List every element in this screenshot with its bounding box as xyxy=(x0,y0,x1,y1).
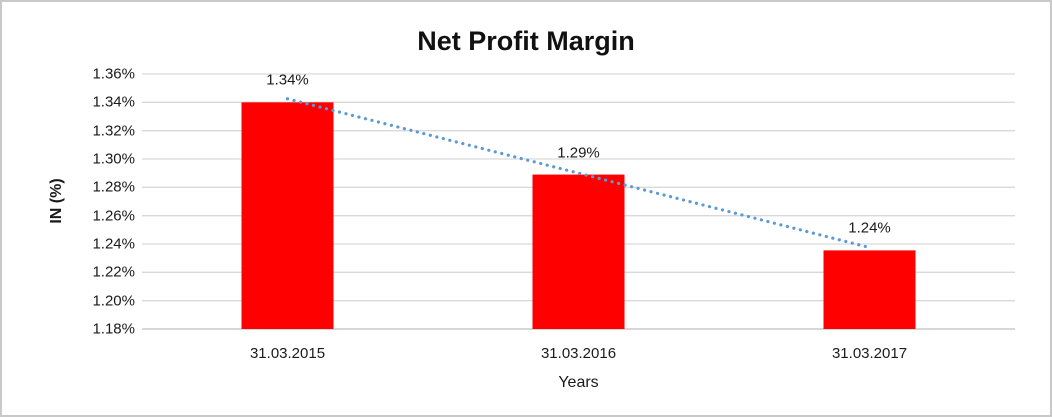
x-axis-title: Years xyxy=(558,374,599,391)
y-tick-label: 1.26% xyxy=(92,207,135,225)
y-tick-label: 1.18% xyxy=(92,320,135,338)
linear-trendline xyxy=(285,97,872,250)
x-tick-label: 31.03.2017 xyxy=(831,345,908,362)
bar-data-label: 1.29% xyxy=(557,144,600,162)
y-tick-label: 1.32% xyxy=(92,122,135,140)
y-tick-label: 1.28% xyxy=(92,178,135,196)
y-tick-label: 1.30% xyxy=(92,150,135,168)
bar-31.03.2017 xyxy=(823,250,916,329)
bar-31.03.2016 xyxy=(532,174,625,329)
y-tick-label: 1.24% xyxy=(92,235,135,253)
trendline-group xyxy=(285,97,872,250)
bar-31.03.2015 xyxy=(241,102,334,329)
bar-series xyxy=(241,102,916,329)
x-tick-label: 31.03.2016 xyxy=(540,345,617,362)
x-tick-label: 31.03.2015 xyxy=(249,345,326,362)
bar-data-label: 1.24% xyxy=(848,219,891,237)
y-tick-label: 1.36% xyxy=(92,65,135,83)
y-tick-label: 1.20% xyxy=(92,292,135,310)
y-tick-label: 1.34% xyxy=(92,93,135,111)
chart-title: Net Profit Margin xyxy=(417,26,635,56)
y-tick-label: 1.22% xyxy=(92,263,135,281)
bar-data-label: 1.34% xyxy=(266,71,309,89)
